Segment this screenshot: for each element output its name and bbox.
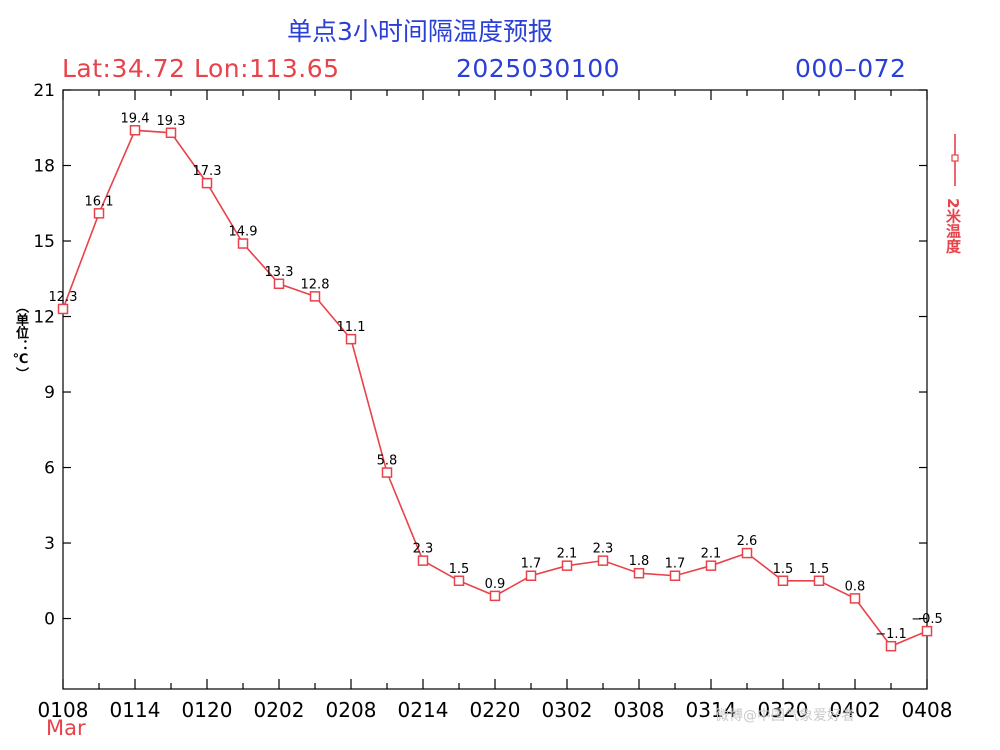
data-point — [525, 570, 537, 581]
data-point — [777, 575, 789, 587]
data-label: 0.8 — [845, 579, 866, 594]
data-label: 2.3 — [593, 542, 614, 557]
data-label: 17.3 — [193, 164, 222, 179]
data-point — [129, 125, 141, 136]
data-point — [489, 590, 501, 602]
data-label: 5.8 — [377, 454, 398, 469]
data-label: 2.6 — [737, 534, 758, 549]
legend-marker — [951, 154, 959, 162]
data-label: 19.3 — [157, 114, 186, 129]
init-time-label: 2025030100 — [456, 54, 621, 83]
data-label: 12.3 — [49, 290, 78, 305]
data-label: 1.5 — [773, 562, 794, 577]
data-label: 2.3 — [413, 542, 434, 557]
data-label: 12.8 — [301, 277, 330, 292]
x-tick-label: 0320 — [758, 698, 809, 722]
data-point — [273, 278, 285, 290]
chart-title: 单点3小时间隔温度预报 — [287, 17, 553, 46]
data-point — [813, 575, 825, 587]
y-tick-label: 15 — [33, 232, 55, 252]
data-point — [561, 560, 573, 571]
data-point — [381, 467, 393, 478]
lat-lon-label: Lat:34.72 Lon:113.65 — [62, 54, 340, 83]
watermark: 微博@中国气象爱好者 — [715, 708, 855, 724]
series-line — [62, 129, 928, 648]
data-label: 14.9 — [229, 225, 258, 240]
data-point — [165, 127, 177, 139]
data-point — [345, 333, 357, 345]
data-point — [57, 303, 69, 315]
x-tick-label: 0308 — [614, 698, 665, 722]
x-tick-label: 0108 — [38, 698, 89, 722]
x-tick-label: 0214 — [398, 698, 449, 722]
data-label: 1.7 — [665, 557, 686, 572]
x-tick-label: 0402 — [830, 698, 881, 722]
data-point — [849, 593, 861, 604]
forecast-range-label: 000–072 — [795, 54, 907, 83]
x-tick-label: 0114 — [110, 698, 161, 722]
x-month-label: Mar — [46, 716, 86, 740]
y-axis-label: （单位：℃） — [13, 300, 28, 380]
data-label: 16.1 — [85, 194, 114, 209]
data-label: 1.7 — [521, 557, 542, 572]
data-point — [309, 291, 321, 302]
data-label: 2.1 — [701, 547, 722, 562]
y-tick-label: 6 — [44, 459, 55, 479]
x-tick-label: 0220 — [470, 698, 521, 722]
data-point — [921, 625, 933, 637]
data-point — [453, 575, 465, 587]
data-point — [633, 567, 645, 579]
data-label: 11.1 — [337, 320, 366, 335]
data-label: 0.9 — [485, 577, 506, 592]
data-point — [885, 640, 897, 652]
x-tick-label: 0314 — [686, 698, 737, 722]
data-point — [201, 177, 213, 189]
x-tick-label: 0120 — [182, 698, 233, 722]
data-label: −0.5 — [911, 612, 943, 627]
x-tick-label: 0302 — [542, 698, 593, 722]
data-label: 13.3 — [265, 265, 294, 280]
y-tick-label: 12 — [33, 308, 55, 328]
y-tick-label: 21 — [33, 81, 55, 101]
legend-series-name: 2米温度 — [944, 198, 962, 254]
y-tick-label: 3 — [44, 534, 55, 554]
data-point — [669, 570, 681, 581]
x-tick-label: 0408 — [902, 698, 953, 722]
data-label: −1.1 — [875, 627, 907, 642]
y-tick-label: 0 — [44, 610, 55, 630]
data-point — [237, 238, 249, 249]
data-point — [741, 547, 753, 559]
data-point — [93, 208, 105, 219]
y-tick-label: 9 — [44, 383, 55, 403]
data-label: 1.5 — [449, 562, 470, 577]
x-tick-label: 0208 — [326, 698, 377, 722]
x-tick-label: 0202 — [254, 698, 305, 722]
data-point — [597, 555, 609, 566]
data-label: 2.1 — [557, 547, 578, 562]
data-label: 19.4 — [121, 111, 150, 126]
data-point — [705, 560, 717, 571]
data-point — [417, 555, 429, 566]
data-label: 1.8 — [629, 554, 650, 569]
data-label: 1.5 — [809, 562, 830, 577]
y-tick-label: 18 — [33, 157, 55, 177]
